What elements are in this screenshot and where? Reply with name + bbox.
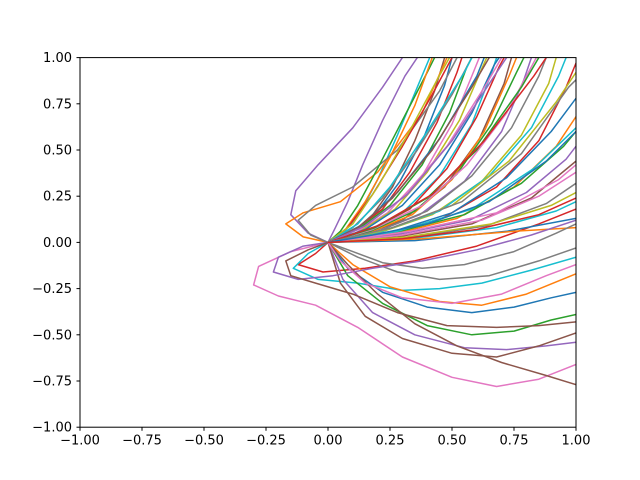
y-tick-label: 0.00 xyxy=(43,236,72,251)
x-tick-label: −0.25 xyxy=(246,434,286,449)
trajectory-62 xyxy=(327,79,576,244)
trajectory-10 xyxy=(297,57,458,244)
y-tick-label: −0.50 xyxy=(32,328,72,343)
trajectory-41 xyxy=(327,241,576,336)
y-tick-label: −0.25 xyxy=(32,282,72,297)
trajectory-58 xyxy=(327,57,508,244)
x-axis-ticks: −1.00 −0.75 −0.50 −0.25 0.00 0.25 0.50 0.75 1.00 xyxy=(60,427,590,449)
trajectory-65 xyxy=(327,130,576,244)
trajectory-44 xyxy=(252,241,576,388)
trajectory-53 xyxy=(327,57,451,244)
y-tick-label: 1.00 xyxy=(43,51,72,66)
x-tick-label: −0.50 xyxy=(184,434,224,449)
trajectory-47 xyxy=(285,241,576,329)
x-tick-label: 0.50 xyxy=(438,434,467,449)
y-tick-label: −1.00 xyxy=(32,421,72,436)
x-tick-label: −0.75 xyxy=(122,434,162,449)
trajectory-31 xyxy=(327,191,576,244)
x-tick-label: −1.00 xyxy=(60,434,100,449)
y-tick-label: −0.75 xyxy=(32,375,72,390)
trajectory-42 xyxy=(327,241,576,351)
series-lines xyxy=(252,57,576,388)
trajectory-66 xyxy=(327,197,576,244)
trajectory-46 xyxy=(272,219,576,281)
y-tick-label: 0.25 xyxy=(43,190,72,205)
y-axis-ticks: −1.00 −0.75 −0.50 −0.25 0.00 0.25 0.50 0.75 1.00 xyxy=(32,51,80,436)
x-tick-label: 0.25 xyxy=(376,434,405,449)
trajectory-36 xyxy=(327,223,576,270)
trajectory-02 xyxy=(327,57,419,244)
x-tick-label: 0.00 xyxy=(314,434,343,449)
trajectory-56 xyxy=(327,57,490,244)
x-tick-label: 1.00 xyxy=(562,434,591,449)
trajectory-01 xyxy=(290,57,404,244)
trajectory-60 xyxy=(327,57,547,244)
trajectory-37 xyxy=(327,241,576,281)
trajectory-45 xyxy=(327,241,576,386)
trajectory-43 xyxy=(327,241,576,358)
trajectory-29 xyxy=(327,171,576,244)
y-tick-label: 0.50 xyxy=(43,144,72,159)
x-tick-label: 0.75 xyxy=(500,434,529,449)
trajectory-64 xyxy=(327,164,576,244)
trajectory-19 xyxy=(327,57,538,244)
trajectory-38 xyxy=(292,241,576,292)
y-tick-label: 0.75 xyxy=(43,97,72,112)
trajectory-54 xyxy=(327,57,473,244)
trajectory-48 xyxy=(327,241,576,305)
